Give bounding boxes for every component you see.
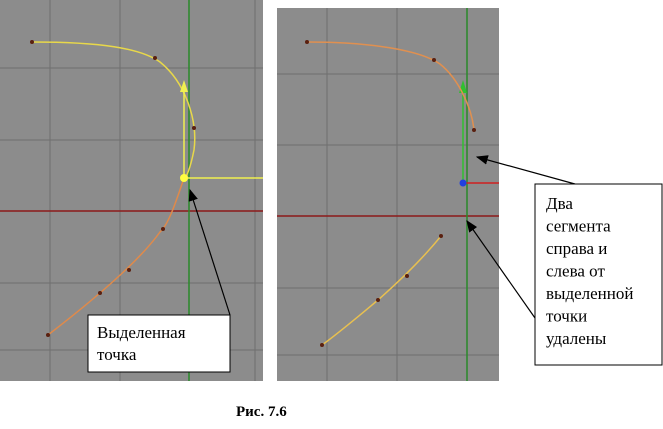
caption: Рис. 7.6 [236, 404, 287, 420]
callout-line: сегмента [546, 217, 611, 236]
callout-line: слева от [546, 262, 605, 281]
pointer-arrow [466, 220, 536, 319]
callout-line: точки [546, 307, 587, 326]
callout-box [534, 183, 663, 366]
callout-line: точка [97, 345, 137, 364]
callout-box [87, 314, 231, 373]
callout-line: Два [546, 194, 573, 213]
callout-line: выделенной [546, 284, 633, 303]
callout-line: удалены [546, 329, 607, 348]
callout-line: справа и [546, 239, 607, 258]
pointer-arrow [475, 155, 576, 185]
pointer-arrow [188, 188, 231, 316]
callout-line: Выделенная [97, 323, 186, 342]
viewport-right [277, 8, 499, 381]
